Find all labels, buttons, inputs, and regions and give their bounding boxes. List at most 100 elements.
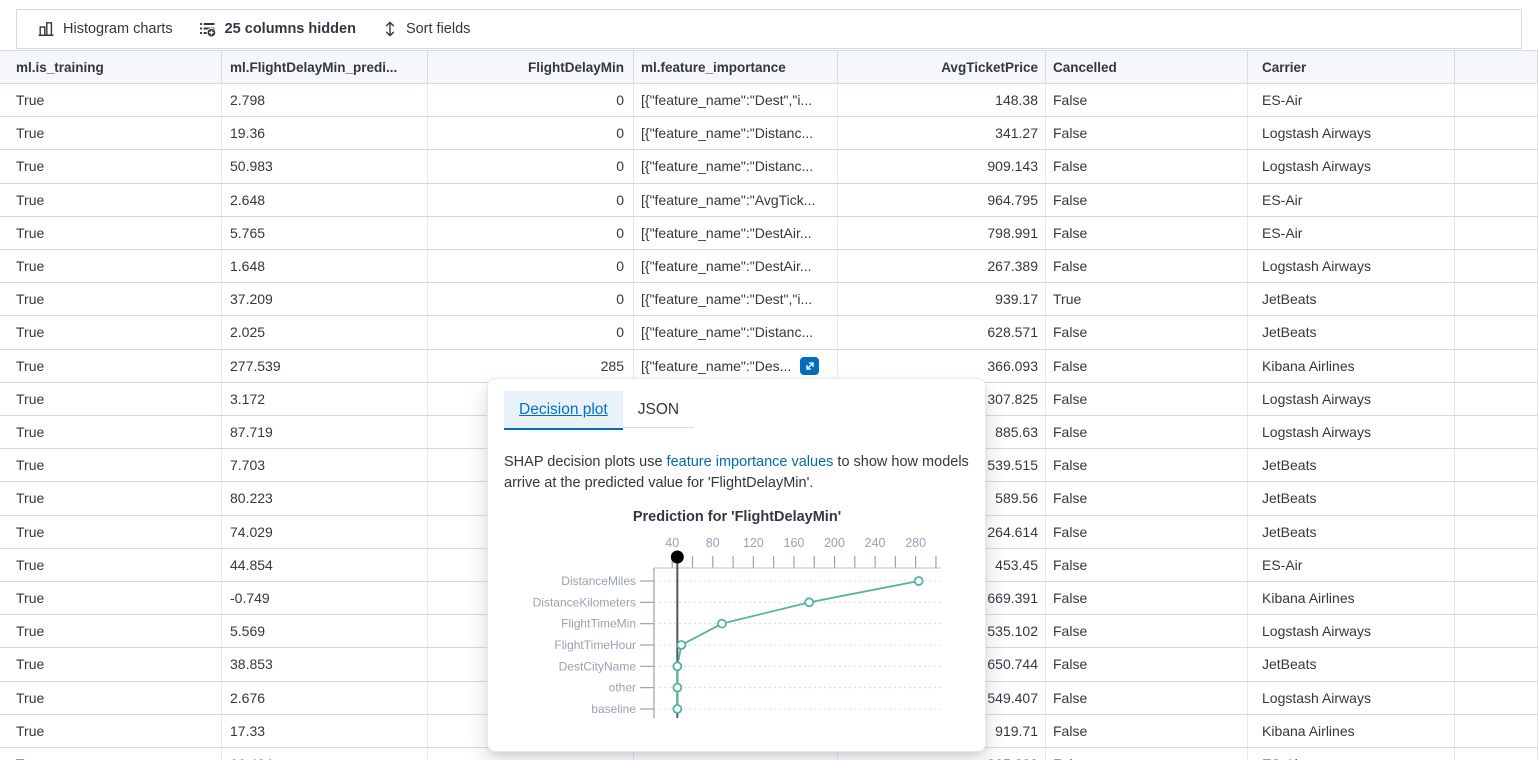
cell-is-training[interactable]: True: [0, 648, 222, 681]
cell-flight-delay-min[interactable]: 0: [428, 117, 634, 150]
cell-cancelled[interactable]: False: [1046, 416, 1248, 449]
cell-carrier[interactable]: JetBeats: [1248, 283, 1455, 316]
cell-feature-importance[interactable]: [634, 748, 838, 760]
cell-spacer[interactable]: [1455, 449, 1538, 482]
cell-cancelled[interactable]: False: [1046, 582, 1248, 615]
cell-flight-delay-min[interactable]: 0: [428, 283, 634, 316]
cell-carrier[interactable]: Kibana Airlines: [1248, 582, 1455, 615]
cell-spacer[interactable]: [1455, 582, 1538, 615]
cell-carrier[interactable]: Kibana Airlines: [1248, 714, 1455, 747]
cell-carrier[interactable]: ES-Air: [1248, 748, 1455, 760]
cell-prediction[interactable]: 2.676: [222, 681, 428, 714]
cell-carrier[interactable]: ES-Air: [1248, 548, 1455, 581]
cell-avg-ticket-price[interactable]: 539.515: [838, 449, 1046, 482]
cell-feature-importance[interactable]: [{"feature_name":"Distanc...: [634, 150, 838, 183]
cell-prediction[interactable]: 5.569: [222, 615, 428, 648]
cell-spacer[interactable]: [1455, 382, 1538, 415]
expand-cell-button[interactable]: [800, 356, 820, 375]
cell-prediction[interactable]: 37.209: [222, 283, 428, 316]
cell-cancelled[interactable]: False: [1046, 382, 1248, 415]
cell-spacer[interactable]: [1455, 183, 1538, 216]
cell-prediction[interactable]: 44.854: [222, 548, 428, 581]
column-header-spacer[interactable]: [1455, 51, 1538, 83]
cell-spacer[interactable]: [1455, 648, 1538, 681]
column-header-feature-importance[interactable]: ml.feature_importance: [634, 51, 838, 83]
cell-avg-ticket-price[interactable]: 919.71: [838, 714, 1046, 747]
cell-prediction[interactable]: 66.404: [222, 748, 428, 760]
cell-avg-ticket-price[interactable]: 535.102: [838, 615, 1046, 648]
cell-carrier[interactable]: JetBeats: [1248, 449, 1455, 482]
cell-carrier[interactable]: Logstash Airways: [1248, 150, 1455, 183]
cell-avg-ticket-price[interactable]: 650.744: [838, 648, 1046, 681]
cell-cancelled[interactable]: False: [1046, 681, 1248, 714]
cell-avg-ticket-price[interactable]: 549.407: [838, 681, 1046, 714]
cell-feature-importance[interactable]: [{"feature_name":"Des...: [634, 349, 838, 382]
cell-avg-ticket-price[interactable]: 909.143: [838, 150, 1046, 183]
cell-carrier[interactable]: Logstash Airways: [1248, 382, 1455, 415]
cell-is-training[interactable]: True: [0, 150, 222, 183]
cell-avg-ticket-price[interactable]: 453.45: [838, 548, 1046, 581]
cell-carrier[interactable]: Logstash Airways: [1248, 416, 1455, 449]
cell-cancelled[interactable]: False: [1046, 84, 1248, 117]
cell-flight-delay-min[interactable]: 0: [428, 250, 634, 283]
cell-is-training[interactable]: True: [0, 117, 222, 150]
cell-carrier[interactable]: ES-Air: [1248, 84, 1455, 117]
cell-avg-ticket-price[interactable]: 628.571: [838, 316, 1046, 349]
cell-flight-delay-min[interactable]: 0: [428, 84, 634, 117]
cell-spacer[interactable]: [1455, 615, 1538, 648]
cell-spacer[interactable]: [1455, 349, 1538, 382]
cell-is-training[interactable]: True: [0, 183, 222, 216]
cell-carrier[interactable]: Logstash Airways: [1248, 250, 1455, 283]
tab-decision-plot[interactable]: Decision plot: [504, 391, 623, 430]
cell-cancelled[interactable]: False: [1046, 615, 1248, 648]
cell-carrier[interactable]: ES-Air: [1248, 216, 1455, 249]
cell-is-training[interactable]: True: [0, 316, 222, 349]
cell-is-training[interactable]: True: [0, 283, 222, 316]
column-header-cancelled[interactable]: Cancelled: [1046, 51, 1248, 83]
cell-feature-importance[interactable]: [{"feature_name":"DestAir...: [634, 250, 838, 283]
column-header-flight-delay-min[interactable]: FlightDelayMin: [428, 51, 634, 83]
cell-cancelled[interactable]: False: [1046, 449, 1248, 482]
cell-avg-ticket-price[interactable]: 305.233: [838, 748, 1046, 760]
cell-avg-ticket-price[interactable]: 267.389: [838, 250, 1046, 283]
cell-cancelled[interactable]: False: [1046, 349, 1248, 382]
feature-importance-values-link[interactable]: feature importance values: [666, 454, 834, 470]
tab-json[interactable]: JSON: [623, 391, 694, 430]
column-header-carrier[interactable]: Carrier: [1248, 51, 1455, 83]
cell-is-training[interactable]: True: [0, 615, 222, 648]
cell-is-training[interactable]: True: [0, 515, 222, 548]
cell-prediction[interactable]: 17.33: [222, 714, 428, 747]
cell-carrier[interactable]: Logstash Airways: [1248, 117, 1455, 150]
cell-is-training[interactable]: True: [0, 449, 222, 482]
sort-fields-button[interactable]: Sort fields: [382, 20, 470, 38]
cell-cancelled[interactable]: False: [1046, 150, 1248, 183]
cell-cancelled[interactable]: False: [1046, 216, 1248, 249]
cell-is-training[interactable]: True: [0, 216, 222, 249]
cell-flight-delay-min[interactable]: 0: [428, 150, 634, 183]
cell-feature-importance[interactable]: [{"feature_name":"AvgTick...: [634, 183, 838, 216]
cell-flight-delay-min[interactable]: [428, 748, 634, 760]
columns-hidden-button[interactable]: 25 columns hidden: [199, 20, 356, 38]
cell-cancelled[interactable]: False: [1046, 183, 1248, 216]
cell-carrier[interactable]: Logstash Airways: [1248, 615, 1455, 648]
cell-cancelled[interactable]: False: [1046, 714, 1248, 747]
cell-is-training[interactable]: True: [0, 582, 222, 615]
cell-spacer[interactable]: [1455, 283, 1538, 316]
cell-is-training[interactable]: True: [0, 714, 222, 747]
cell-prediction[interactable]: 87.719: [222, 416, 428, 449]
cell-flight-delay-min[interactable]: 285: [428, 349, 634, 382]
cell-flight-delay-min[interactable]: 0: [428, 316, 634, 349]
cell-feature-importance[interactable]: [{"feature_name":"Dest","i...: [634, 283, 838, 316]
cell-avg-ticket-price[interactable]: 885.63: [838, 416, 1046, 449]
cell-avg-ticket-price[interactable]: 148.38: [838, 84, 1046, 117]
cell-carrier[interactable]: Logstash Airways: [1248, 681, 1455, 714]
cell-is-training[interactable]: True: [0, 416, 222, 449]
cell-feature-importance[interactable]: [{"feature_name":"DestAir...: [634, 216, 838, 249]
cell-feature-importance[interactable]: [{"feature_name":"Distanc...: [634, 316, 838, 349]
cell-spacer[interactable]: [1455, 216, 1538, 249]
cell-is-training[interactable]: True: [0, 349, 222, 382]
cell-spacer[interactable]: [1455, 515, 1538, 548]
cell-cancelled[interactable]: False: [1046, 117, 1248, 150]
cell-cancelled[interactable]: False: [1046, 316, 1248, 349]
cell-spacer[interactable]: [1455, 416, 1538, 449]
